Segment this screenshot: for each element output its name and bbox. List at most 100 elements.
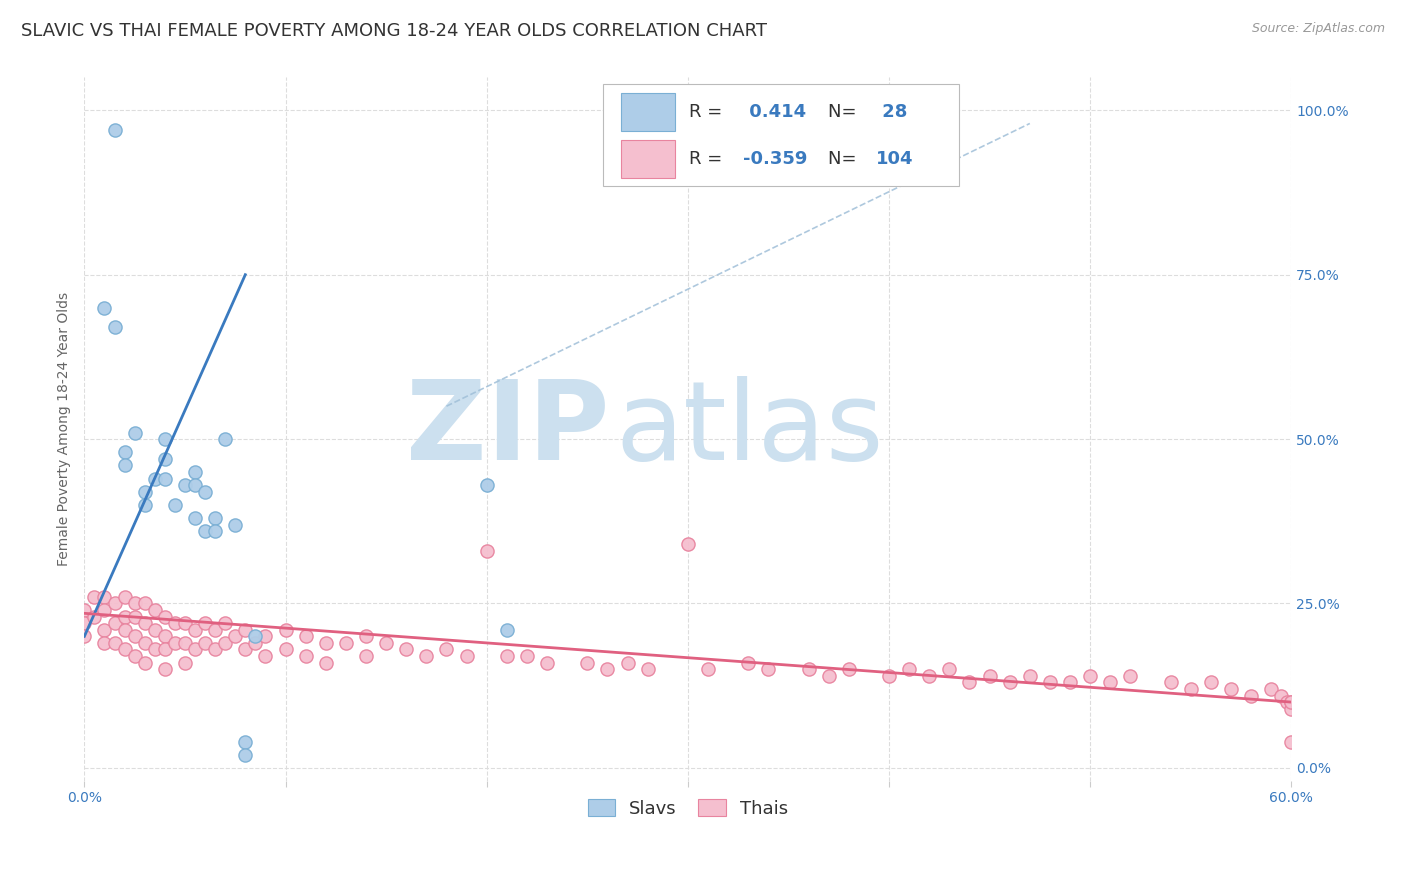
Point (103, 597, 125, 611)
Text: 28: 28 (876, 103, 907, 120)
Point (93, 636, 115, 650)
Point (153, 609, 176, 624)
Point (103, 616, 125, 631)
Point (797, 662, 820, 676)
Point (124, 425, 146, 440)
Point (245, 629, 267, 643)
Point (495, 648, 517, 663)
Point (114, 623, 136, 637)
Point (214, 616, 236, 631)
Point (233, 734, 256, 748)
Point (134, 484, 156, 499)
Text: SLAVIC VS THAI FEMALE POVERTY AMONG 18-24 YEAR OLDS CORRELATION CHART: SLAVIC VS THAI FEMALE POVERTY AMONG 18-2… (21, 22, 768, 40)
Point (1279, 695, 1302, 709)
Point (204, 623, 226, 637)
Point (134, 616, 156, 631)
Y-axis label: Female Poverty Among 18-24 Year Olds: Female Poverty Among 18-24 Year Olds (58, 293, 72, 566)
Point (1199, 675, 1222, 690)
Point (194, 484, 217, 499)
FancyBboxPatch shape (603, 85, 959, 186)
Point (456, 648, 478, 663)
Text: Source: ZipAtlas.com: Source: ZipAtlas.com (1251, 22, 1385, 36)
Point (174, 636, 197, 650)
Point (134, 498, 156, 512)
Point (174, 656, 197, 670)
Point (274, 642, 297, 657)
Point (395, 642, 418, 657)
Point (737, 656, 759, 670)
Point (918, 669, 941, 683)
Point (254, 629, 277, 643)
Text: R =: R = (689, 103, 728, 120)
Point (153, 642, 176, 657)
Point (998, 675, 1021, 690)
Point (1260, 681, 1282, 696)
Point (979, 669, 1001, 683)
Point (163, 616, 186, 631)
Point (143, 471, 166, 485)
Point (1279, 701, 1302, 715)
Point (153, 662, 176, 676)
Point (143, 603, 166, 617)
Point (224, 517, 246, 532)
Point (73, 603, 96, 617)
Point (204, 524, 226, 538)
Point (475, 544, 498, 558)
Text: atlas: atlas (616, 376, 884, 483)
Point (124, 648, 146, 663)
Point (254, 648, 277, 663)
Point (436, 642, 458, 657)
Point (354, 648, 377, 663)
Point (817, 669, 839, 683)
Point (938, 662, 960, 676)
Text: 104: 104 (876, 150, 914, 169)
Point (204, 511, 226, 525)
Point (1277, 695, 1299, 709)
Point (1240, 689, 1263, 703)
Point (184, 511, 207, 525)
Point (114, 642, 136, 657)
Point (1078, 669, 1101, 683)
Point (114, 590, 136, 604)
Point (233, 747, 256, 762)
Point (124, 629, 146, 643)
Point (184, 478, 207, 492)
Point (103, 123, 125, 137)
Point (224, 629, 246, 643)
Point (204, 642, 226, 657)
Point (153, 432, 176, 446)
Point (153, 629, 176, 643)
Point (294, 648, 316, 663)
Point (1180, 681, 1202, 696)
Text: N=: N= (828, 103, 862, 120)
Point (1119, 669, 1142, 683)
Point (898, 662, 921, 676)
Point (959, 675, 981, 690)
Point (1099, 675, 1122, 690)
Point (616, 656, 638, 670)
Point (194, 636, 217, 650)
Point (1160, 675, 1182, 690)
Point (315, 656, 337, 670)
Point (184, 465, 207, 479)
Point (415, 648, 437, 663)
Point (153, 451, 176, 466)
Point (114, 609, 136, 624)
Point (1220, 681, 1243, 696)
Point (83, 609, 105, 624)
Point (1279, 734, 1302, 748)
Point (163, 636, 186, 650)
Point (93, 603, 115, 617)
Point (83, 590, 105, 604)
Point (637, 662, 659, 676)
Point (697, 662, 720, 676)
Point (233, 623, 256, 637)
Text: R =: R = (689, 150, 728, 169)
Point (475, 478, 498, 492)
Point (1059, 675, 1081, 690)
Point (274, 623, 297, 637)
Point (174, 616, 197, 631)
Point (1039, 675, 1062, 690)
Text: -0.359: -0.359 (744, 150, 808, 169)
Point (294, 629, 316, 643)
